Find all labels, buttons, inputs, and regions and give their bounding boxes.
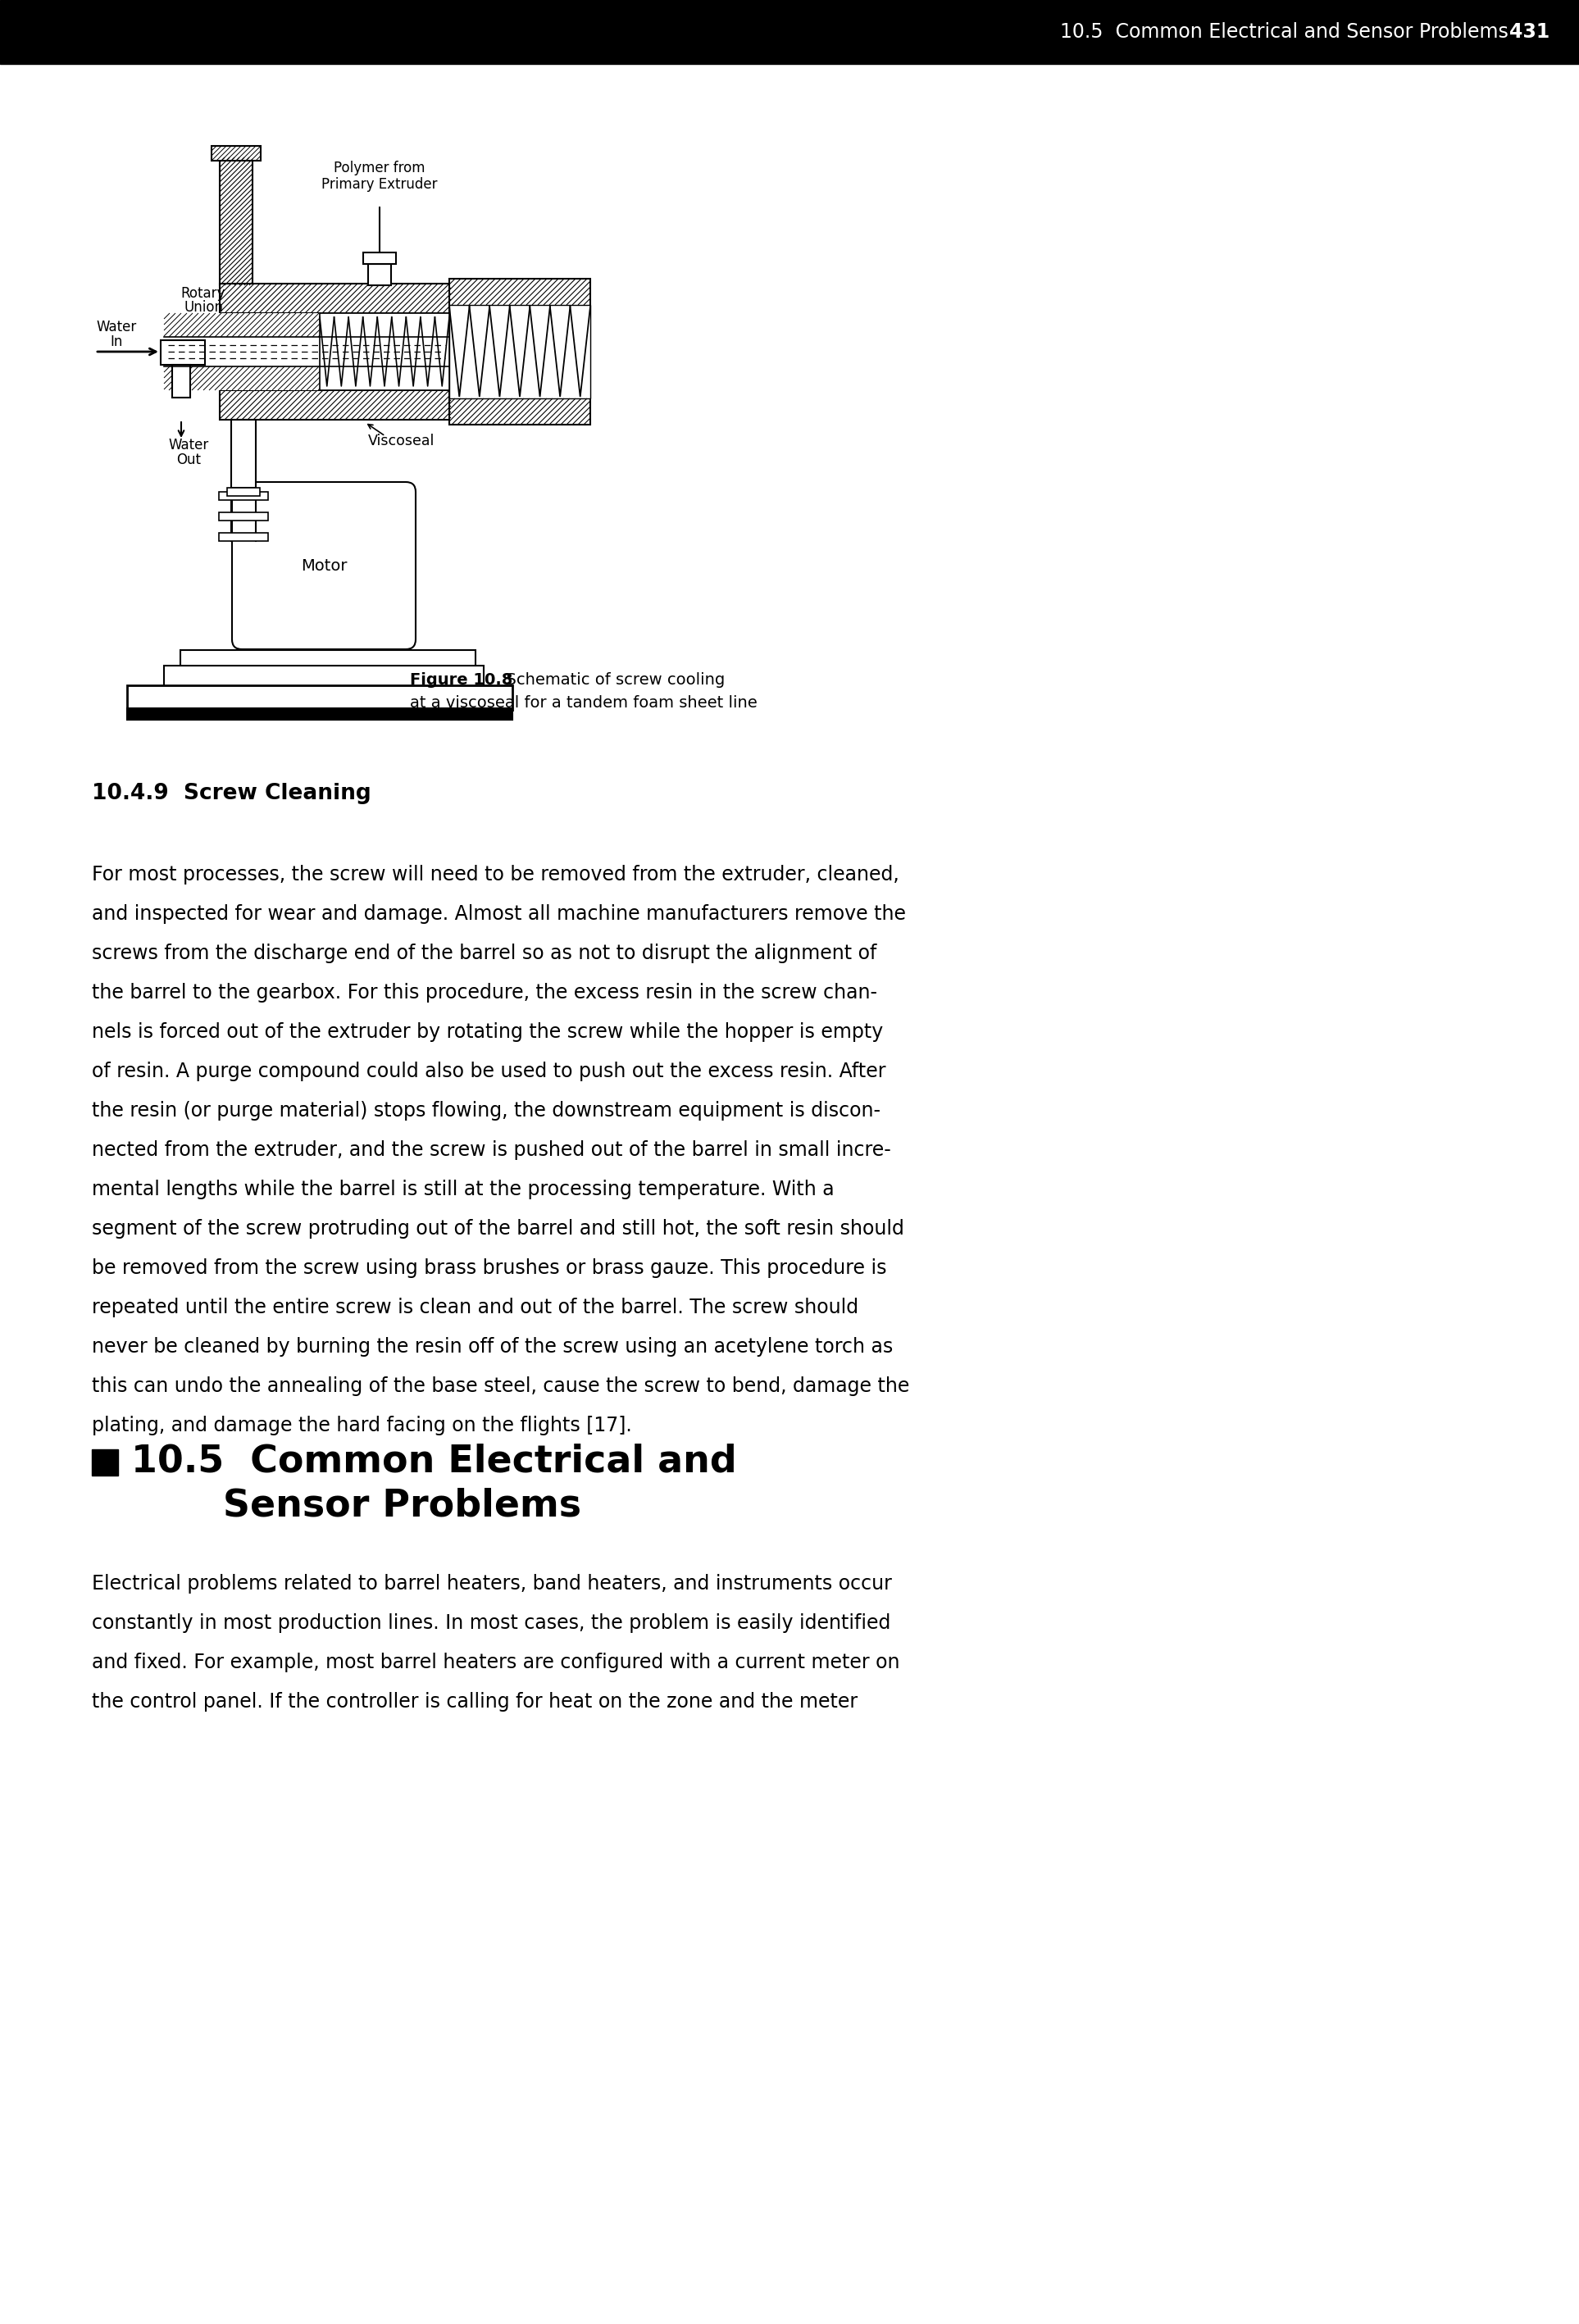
Text: repeated until the entire screw is clean and out of the barrel. The screw should: repeated until the entire screw is clean… [92, 1297, 859, 1318]
Text: Water: Water [169, 437, 208, 453]
Text: Union: Union [183, 300, 223, 314]
Bar [164, 665, 483, 686]
Text: Viscoseal: Viscoseal [368, 435, 436, 449]
Bar [212, 146, 261, 160]
Text: the barrel to the gearbox. For this procedure, the excess resin in the screw cha: the barrel to the gearbox. For this proc… [92, 983, 878, 1002]
Bar [180, 651, 475, 667]
Text: plating, and damage the hard facing on the flights [17].: plating, and damage the hard facing on t… [92, 1415, 632, 1436]
Bar [126, 709, 513, 720]
Text: Primary Extruder: Primary Extruder [322, 177, 437, 193]
Text: 10.4.9  Screw Cleaning: 10.4.9 Screw Cleaning [92, 783, 371, 804]
Text: screws from the discharge end of the barrel so as not to disrupt the alignment o: screws from the discharge end of the bar… [92, 944, 876, 962]
Bar [219, 390, 452, 421]
Bar [219, 284, 452, 314]
Text: Electrical problems related to barrel heaters, band heaters, and instruments occ: Electrical problems related to barrel he… [92, 1573, 892, 1594]
Text: For most processes, the screw will need to be removed from the extruder, cleaned: For most processes, the screw will need … [92, 865, 898, 885]
Text: Motor: Motor [300, 558, 347, 574]
Bar [126, 686, 513, 709]
Text: In: In [111, 335, 123, 349]
Bar [319, 314, 450, 390]
Bar [227, 488, 261, 495]
Text: 10.5  Common Electrical and: 10.5 Common Electrical and [131, 1443, 737, 1480]
Text: 431: 431 [1510, 23, 1549, 42]
Bar [0, 0, 1579, 65]
Text: nels is forced out of the extruder by rotating the screw while the hopper is emp: nels is forced out of the extruder by ro… [92, 1023, 883, 1041]
Text: never be cleaned by burning the resin off of the screw using an acetylene torch : never be cleaned by burning the resin of… [92, 1336, 894, 1357]
Bar [219, 493, 268, 500]
Text: at a viscoseal for a tandem foam sheet line: at a viscoseal for a tandem foam sheet l… [411, 695, 758, 711]
Text: Schematic of screw cooling: Schematic of screw cooling [496, 672, 725, 688]
Bar [231, 421, 256, 488]
Text: Out: Out [177, 453, 201, 467]
Bar [363, 253, 396, 265]
Bar [161, 339, 205, 365]
Bar [450, 304, 591, 397]
Text: Rotary: Rotary [182, 286, 226, 300]
Bar [92, 1450, 118, 1476]
Text: 10.5  Common Electrical and Sensor Problems: 10.5 Common Electrical and Sensor Proble… [1060, 23, 1508, 42]
Text: constantly in most production lines. In most cases, the problem is easily identi: constantly in most production lines. In … [92, 1613, 891, 1634]
Bar [368, 265, 392, 286]
Text: and inspected for wear and damage. Almost all machine manufacturers remove the: and inspected for wear and damage. Almos… [92, 904, 906, 925]
Text: mental lengths while the barrel is still at the processing temperature. With a: mental lengths while the barrel is still… [92, 1181, 834, 1199]
Bar [164, 314, 450, 390]
Text: be removed from the screw using brass brushes or brass gauze. This procedure is: be removed from the screw using brass br… [92, 1257, 887, 1278]
Text: Polymer from: Polymer from [333, 160, 425, 174]
Text: the resin (or purge material) stops flowing, the downstream equipment is discon-: the resin (or purge material) stops flow… [92, 1102, 881, 1120]
Text: of resin. A purge compound could also be used to push out the excess resin. Afte: of resin. A purge compound could also be… [92, 1062, 886, 1081]
Bar [219, 532, 268, 541]
Text: nected from the extruder, and the screw is pushed out of the barrel in small inc: nected from the extruder, and the screw … [92, 1141, 891, 1160]
Text: this can undo the annealing of the base steel, cause the screw to bend, damage t: this can undo the annealing of the base … [92, 1376, 910, 1397]
Text: Sensor Problems: Sensor Problems [131, 1487, 581, 1525]
Bar [219, 511, 268, 521]
Text: Figure 10.8: Figure 10.8 [411, 672, 513, 688]
Text: segment of the screw protruding out of the barrel and still hot, the soft resin : segment of the screw protruding out of t… [92, 1220, 905, 1239]
Bar [219, 158, 253, 286]
Text: the control panel. If the controller is calling for heat on the zone and the met: the control panel. If the controller is … [92, 1692, 857, 1713]
Bar [172, 365, 189, 397]
FancyBboxPatch shape [232, 481, 415, 648]
Bar [450, 279, 591, 425]
Text: and fixed. For example, most barrel heaters are configured with a current meter : and fixed. For example, most barrel heat… [92, 1652, 900, 1673]
Text: Water: Water [96, 321, 137, 335]
